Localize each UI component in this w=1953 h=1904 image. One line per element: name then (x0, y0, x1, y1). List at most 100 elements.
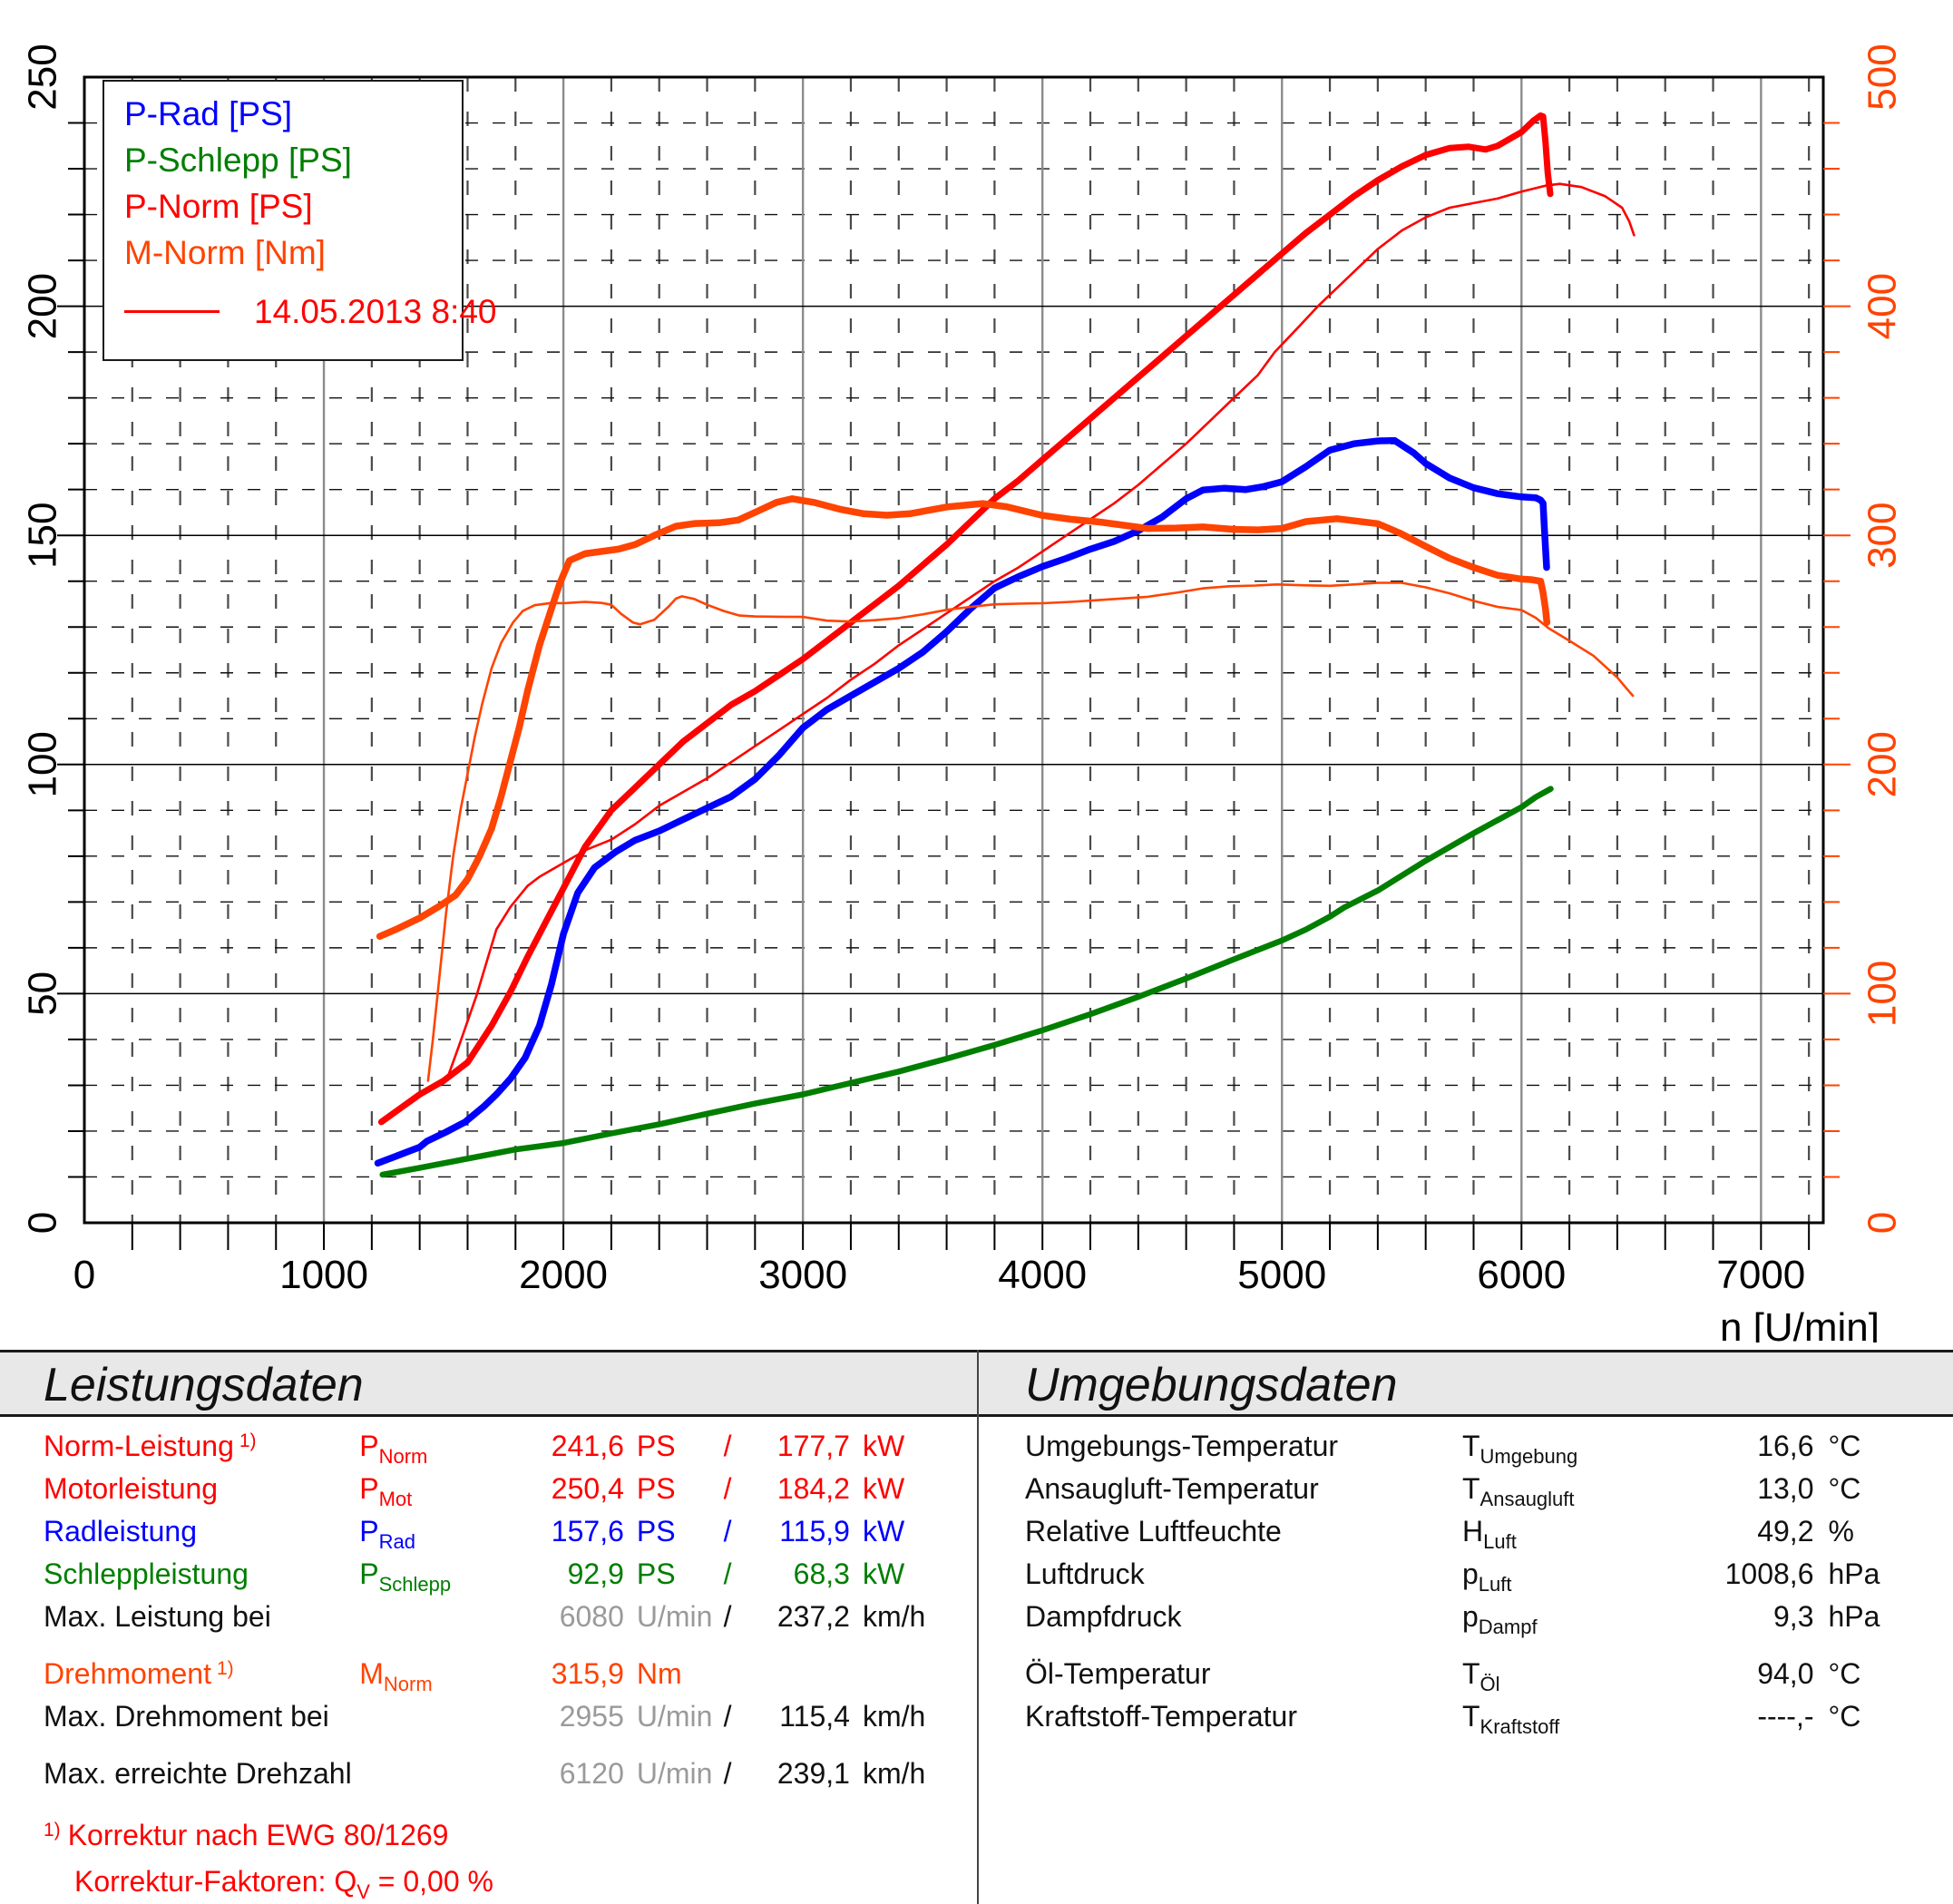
row-value-1: 6120 (559, 1757, 624, 1790)
row-unit-1: U/min (636, 1757, 713, 1790)
row-label: Kraftstoff-Temperatur (1025, 1700, 1297, 1733)
legend-line-sample (124, 310, 220, 313)
row-slash: / (723, 1515, 732, 1548)
y-right-tick-label: 300 (1860, 502, 1905, 568)
footnote-correction: 1) Korrektur nach EWG 80/1269 (44, 1819, 449, 1851)
row-unit-1: U/min (636, 1600, 713, 1633)
curve-2-p-rad-ps- (374, 436, 1550, 1167)
row-unit-2: km/h (862, 1700, 926, 1733)
row-slash: / (723, 1472, 732, 1505)
row-symbol: TAnsaugluft (1462, 1472, 1575, 1510)
panel-divider (977, 1350, 979, 1904)
y-left-tick-label: 250 (21, 44, 65, 110)
row-value: 1008,6 (1724, 1557, 1814, 1590)
row-unit-1: U/min (636, 1700, 713, 1733)
row-symbol: TKraftstoff (1462, 1700, 1560, 1738)
row-symbol: PRad (359, 1515, 415, 1553)
row-unit: hPa (1828, 1600, 1880, 1633)
row-unit-1: Nm (636, 1657, 682, 1690)
row-label: Max. Drehmoment bei (44, 1700, 329, 1733)
legend-item-p-rad: P-Rad [PS] (124, 95, 293, 132)
row-value-2: 184,2 (776, 1472, 850, 1505)
row-value-2: 239,1 (776, 1757, 850, 1790)
row-label: Drehmoment 1) (44, 1657, 234, 1690)
leistungsdaten-row-6: Max. Drehmoment bei 2955 U/min / 115,4 k… (44, 1700, 942, 1743)
curve-4-m-norm-nm- (376, 495, 1551, 941)
leistungsdaten-row-0: Norm-Leistung 1) PNorm 241,6 PS / 177,7 k… (44, 1430, 942, 1472)
row-value-2: 177,7 (776, 1430, 850, 1462)
row-unit: hPa (1828, 1557, 1880, 1590)
row-symbol: PSchlepp (359, 1557, 452, 1596)
row-unit-2: km/h (862, 1757, 926, 1790)
y-left-tick-label: 100 (21, 731, 65, 797)
row-symbol: pDampf (1462, 1600, 1538, 1638)
leistungsdaten-row-4: Max. Leistung bei 6080 U/min / 237,2 km/… (44, 1600, 942, 1643)
leistungsdaten-row-5: Drehmoment 1) MNorm 315,9 Nm (44, 1657, 942, 1700)
chart-legend: P-Rad [PS] P-Schlepp [PS] P-Norm [PS] M-… (103, 80, 496, 361)
row-unit-1: PS (636, 1472, 676, 1505)
x-axis-label: n [U/min] (1720, 1305, 1880, 1343)
x-axis-tick-label: 3000 (758, 1253, 847, 1297)
table-header-band (0, 1350, 1953, 1417)
row-label: Luftdruck (1025, 1557, 1145, 1590)
row-value-2: 115,9 (779, 1515, 850, 1548)
row-label: Motorleistung (44, 1472, 219, 1505)
row-label: Umgebungs-Temperatur (1025, 1430, 1339, 1462)
plot-frame (83, 75, 1825, 1225)
row-symbol: MNorm (359, 1657, 433, 1695)
leistungsdaten-row-3: Schleppleistung PSchlepp 92,9 PS / 68,3 … (44, 1557, 942, 1600)
leistungsdaten-row-7: Max. erreichte Drehzahl 6120 U/min / 239… (44, 1757, 942, 1800)
row-label: Öl-Temperatur (1025, 1657, 1211, 1690)
row-value-2: 68,3 (793, 1557, 850, 1590)
y-right-tick-label: 500 (1860, 44, 1905, 110)
row-value-1: 241,6 (551, 1430, 624, 1462)
y-right-tick-label: 400 (1860, 273, 1905, 339)
row-unit-2: kW (862, 1472, 905, 1505)
row-gap (44, 1643, 942, 1657)
row-unit-2: km/h (862, 1600, 926, 1633)
row-unit-2: kW (862, 1557, 905, 1590)
row-value: 9,3 (1773, 1600, 1814, 1633)
row-unit: % (1828, 1515, 1854, 1548)
x-axis-tick-label: 0 (73, 1253, 95, 1297)
row-value: 49,2 (1757, 1515, 1814, 1548)
row-unit-1: PS (636, 1515, 676, 1548)
row-symbol: pLuft (1462, 1557, 1512, 1596)
curve-5-m-norm-previous-run-14-05-2013-8-40 (426, 581, 1635, 1082)
row-unit-1: PS (636, 1430, 676, 1462)
legend-item-date: 14.05.2013 8:40 (124, 288, 496, 335)
row-slash: / (723, 1557, 732, 1590)
y-left-tick-label: 50 (21, 972, 65, 1016)
row-symbol: HLuft (1462, 1515, 1517, 1553)
row-unit: °C (1828, 1472, 1861, 1505)
row-label: Dampfdruck (1025, 1600, 1182, 1633)
row-unit: °C (1828, 1430, 1861, 1462)
row-label: Max. Leistung bei (44, 1600, 271, 1633)
row-symbol: PNorm (359, 1430, 428, 1468)
curve-1-p-norm-previous-run-14-05-2013-8-40 (445, 182, 1636, 1080)
x-axis-tick-label: 2000 (519, 1253, 608, 1297)
x-axis-tick-label: 6000 (1477, 1253, 1566, 1297)
umgebungsdaten-row-5: Öl-Temperatur TÖl 94,0 °C (1025, 1657, 1914, 1700)
left-panel-title: Leistungsdaten (44, 1359, 364, 1411)
row-label: Max. erreichte Drehzahl (44, 1757, 352, 1790)
row-value: ----,- (1757, 1700, 1814, 1733)
curve-0-p-norm-ps- (377, 112, 1554, 1126)
row-unit-2: kW (862, 1430, 905, 1462)
row-slash: / (723, 1757, 732, 1790)
umgebungsdaten-table: Umgebungs-Temperatur TUmgebung 16,6 °C A… (1025, 1430, 1914, 1743)
row-value-1: 250,4 (551, 1472, 624, 1505)
x-axis-tick-label: 5000 (1237, 1253, 1326, 1297)
row-value-1: 92,9 (567, 1557, 624, 1590)
row-unit-1: PS (636, 1557, 676, 1590)
row-label: Ansaugluft-Temperatur (1025, 1472, 1319, 1505)
y-left-tick-label: 0 (21, 1212, 65, 1234)
x-axis-tick-label: 1000 (279, 1253, 368, 1297)
row-gap (1025, 1643, 1914, 1657)
row-label: Schleppleistung (44, 1557, 249, 1590)
umgebungsdaten-row-4: Dampfdruck pDampf 9,3 hPa (1025, 1600, 1914, 1643)
row-slash: / (723, 1600, 732, 1633)
row-value: 16,6 (1757, 1430, 1814, 1462)
x-axis-tick-label: 7000 (1716, 1253, 1805, 1297)
y-right-tick-label: 200 (1860, 731, 1905, 797)
